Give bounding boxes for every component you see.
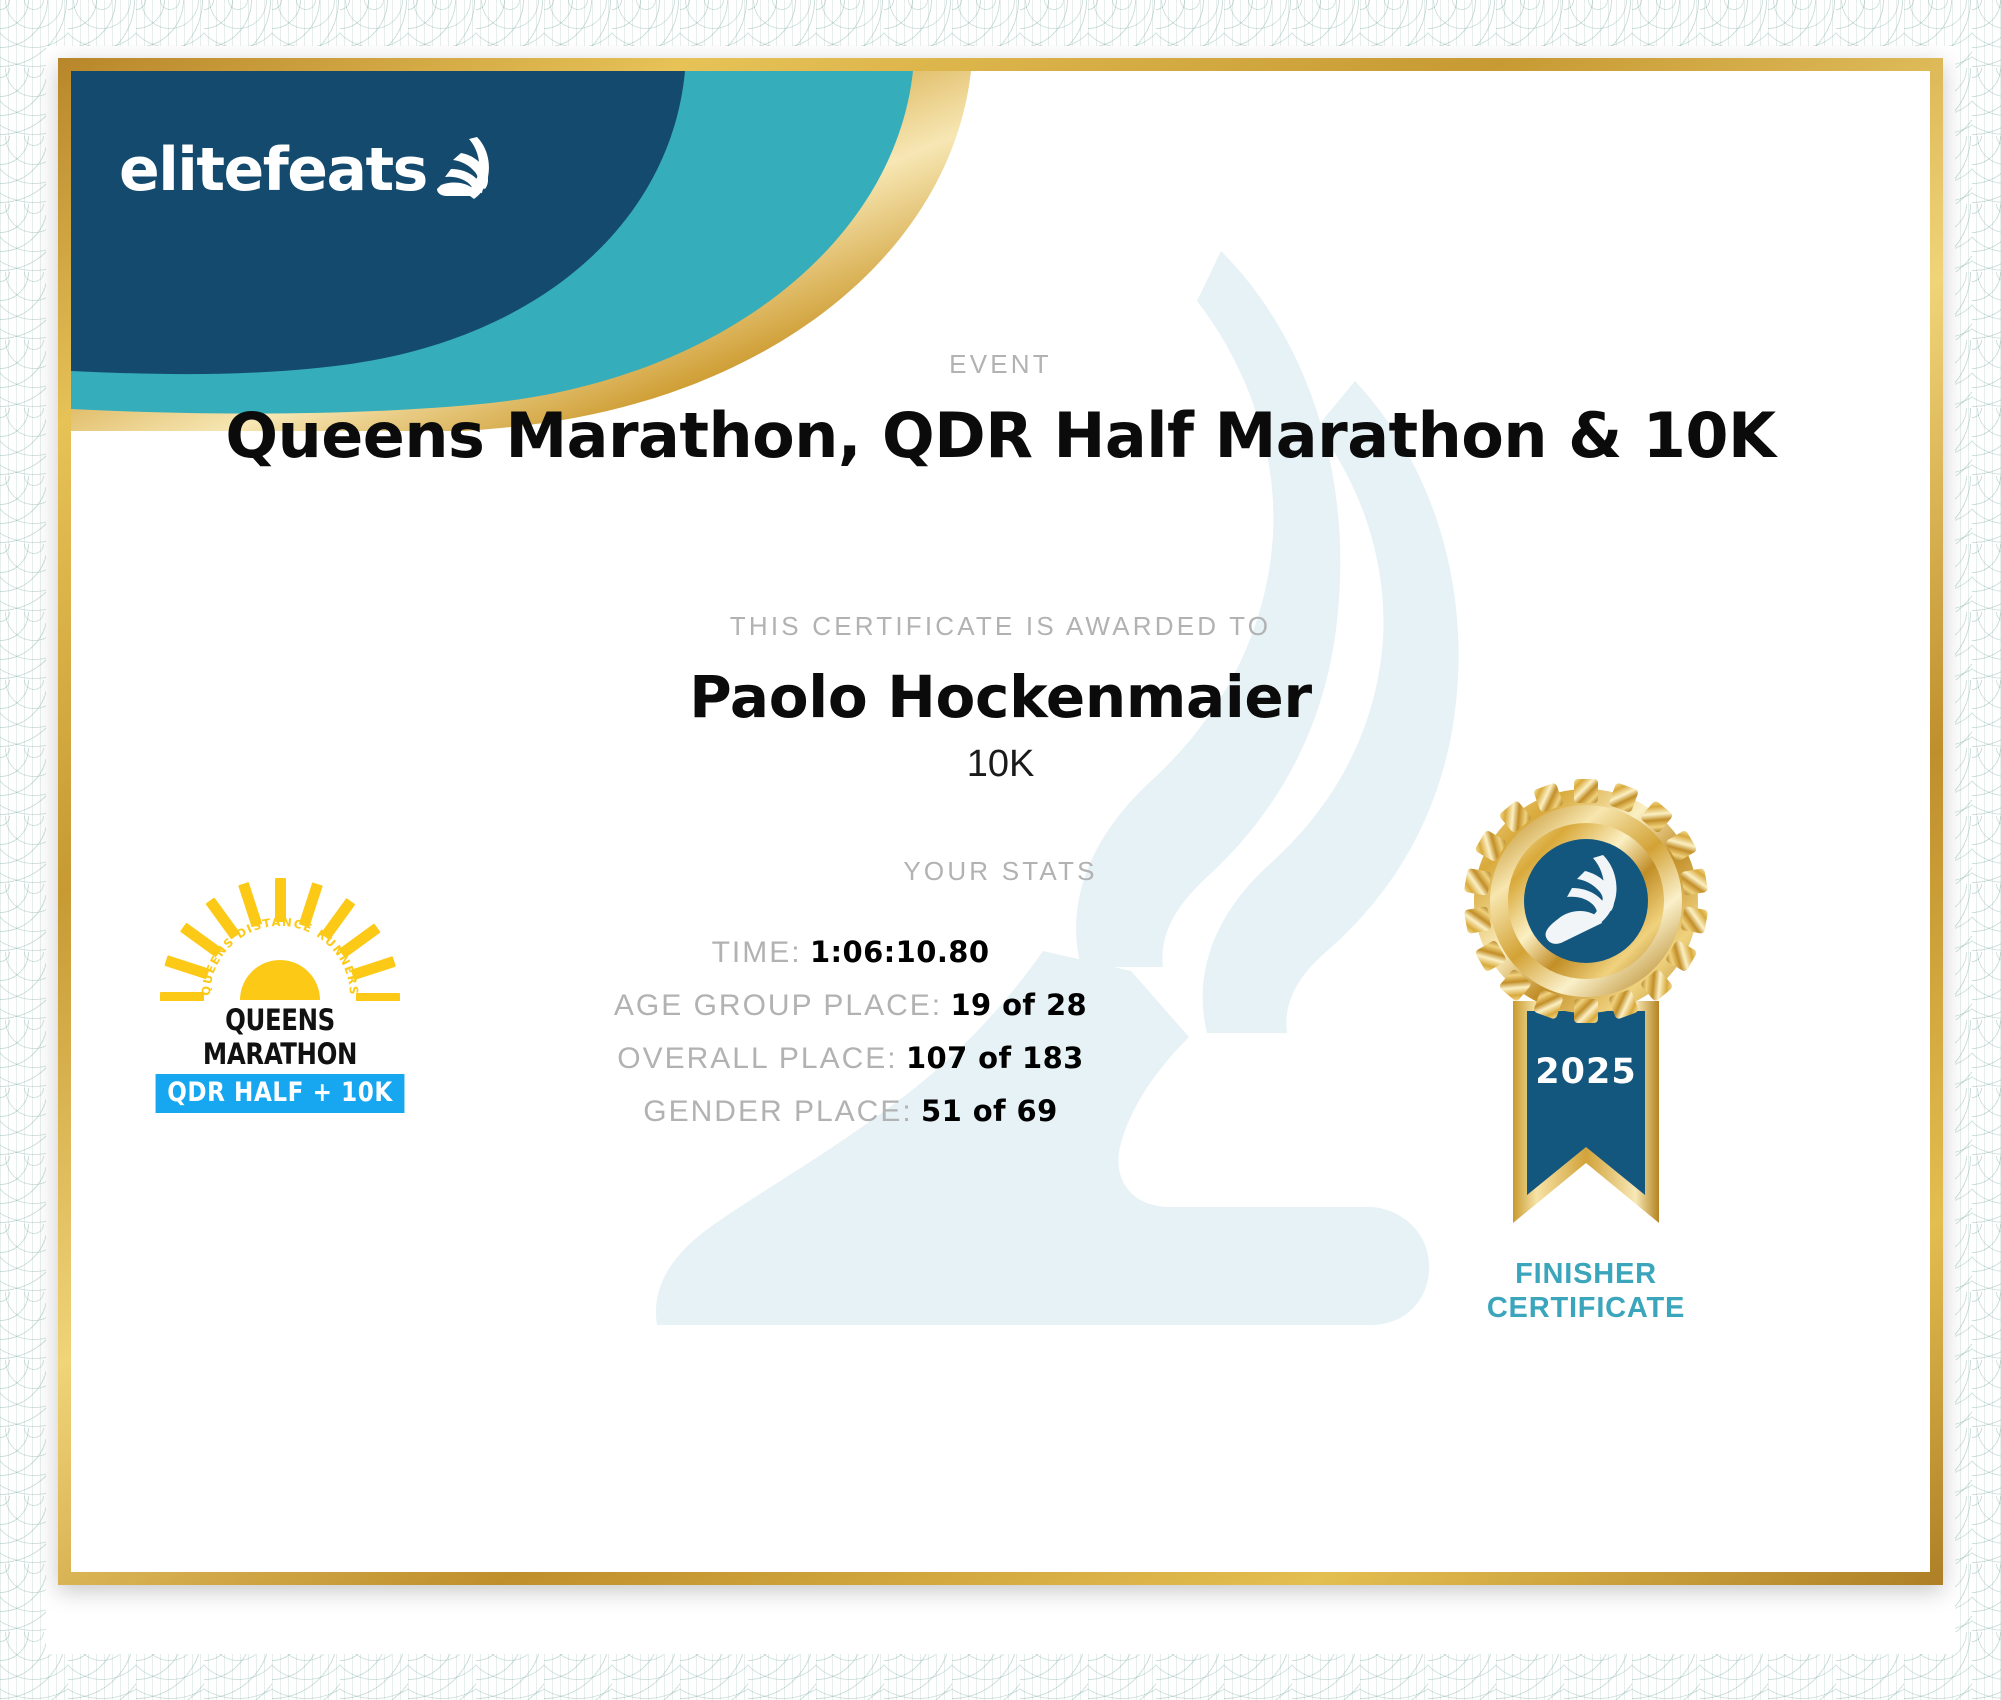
- medal-caption-line1: FINISHER: [1515, 1258, 1657, 1290]
- finisher-medal: 2025: [1451, 771, 1721, 1325]
- recipient-name: Paolo Hockenmaier: [689, 663, 1312, 731]
- sunburst-icon: QUEENS DISTANCE RUNNERS: [160, 878, 400, 1001]
- stat-value: 19 of 28: [950, 988, 1088, 1022]
- winged-foot-icon: [1545, 855, 1617, 944]
- stat-value: 51 of 69: [921, 1094, 1058, 1128]
- race-distance: 10K: [966, 743, 1035, 785]
- medal-caption-line2: CERTIFICATE: [1486, 1292, 1686, 1324]
- stat-key: OVERALL PLACE:: [617, 1042, 898, 1075]
- stat-key: TIME:: [711, 936, 802, 969]
- certificate-body: elitefeats EVENT Queens Marathon,: [71, 71, 1930, 1572]
- race-logo-name: QUEENS MARATHON: [202, 1003, 358, 1071]
- race-logo: QUEENS DISTANCE RUNNERS QUEENS MARATHON …: [149, 876, 411, 1113]
- race-logo-subtitle: QDR HALF + 10K: [155, 1074, 405, 1113]
- stat-key: AGE GROUP PLACE:: [613, 989, 943, 1022]
- stat-value: 1:06:10.80: [809, 935, 990, 969]
- event-title: Queens Marathon, QDR Half Marathon & 10K: [225, 399, 1776, 472]
- brand-logo: elitefeats: [119, 133, 505, 206]
- certificate-content: EVENT Queens Marathon, QDR Half Marathon…: [71, 71, 1930, 1572]
- awarded-to-label: THIS CERTIFICATE IS AWARDED TO: [729, 611, 1272, 641]
- gold-frame: elitefeats EVENT Queens Marathon,: [58, 58, 1943, 1585]
- medal-year: 2025: [1535, 1052, 1636, 1092]
- medal-caption: FINISHER CERTIFICATE: [1451, 1257, 1721, 1325]
- stat-value: 107 of 183: [905, 1041, 1084, 1075]
- medal-coin: [1464, 779, 1708, 1023]
- medal-graphic: 2025: [1464, 779, 1708, 1223]
- stat-key: GENDER PLACE:: [643, 1095, 913, 1128]
- event-label: EVENT: [949, 349, 1052, 379]
- brand-name: elitefeats: [119, 134, 428, 205]
- winged-foot-icon: [433, 133, 505, 206]
- stats-label: YOUR STATS: [903, 856, 1098, 886]
- medal-ribbon: 2025: [1513, 1001, 1659, 1223]
